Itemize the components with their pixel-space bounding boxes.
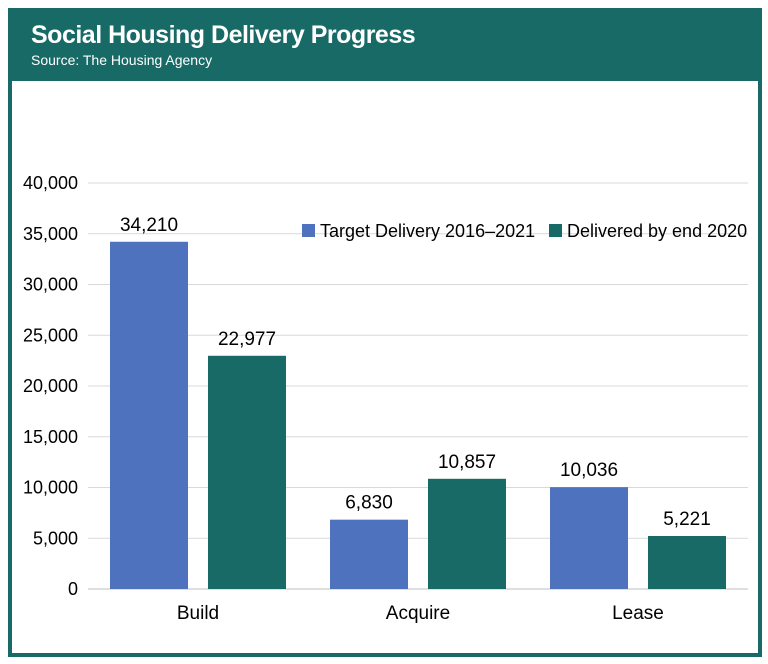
bar-target-acquire bbox=[330, 519, 408, 589]
y-tick-label: 15,000 bbox=[23, 427, 78, 447]
data-label: 34,210 bbox=[120, 215, 178, 236]
y-tick-label: 5,000 bbox=[33, 528, 78, 548]
bar-delivered-lease bbox=[648, 536, 726, 589]
x-category-label: Build bbox=[177, 603, 219, 624]
x-category-label: Lease bbox=[612, 603, 664, 624]
legend-label: Delivered by end 2020 bbox=[567, 221, 747, 241]
bar-delivered-build bbox=[208, 355, 286, 589]
legend-swatch bbox=[302, 224, 315, 237]
data-label: 10,036 bbox=[560, 460, 618, 481]
data-label: 5,221 bbox=[663, 509, 711, 530]
y-tick-label: 10,000 bbox=[23, 478, 78, 498]
y-tick-label: 40,000 bbox=[23, 173, 78, 193]
data-label: 22,977 bbox=[218, 329, 276, 350]
chart-title: Social Housing Delivery Progress bbox=[31, 21, 416, 49]
chart-header: Social Housing Delivery Progress Source:… bbox=[12, 12, 758, 81]
chart-source: Source: The Housing Agency bbox=[31, 52, 213, 68]
legend-swatch bbox=[549, 224, 562, 237]
bar-delivered-acquire bbox=[428, 478, 506, 589]
y-tick-label: 35,000 bbox=[23, 224, 78, 244]
y-tick-label: 0 bbox=[68, 579, 78, 599]
y-tick-label: 30,000 bbox=[23, 275, 78, 295]
legend-label: Target Delivery 2016–2021 bbox=[320, 221, 535, 241]
bar-target-lease bbox=[550, 487, 628, 589]
y-tick-label: 25,000 bbox=[23, 325, 78, 345]
y-tick-label: 20,000 bbox=[23, 376, 78, 396]
bar-target-build bbox=[110, 241, 188, 589]
x-category-label: Acquire bbox=[386, 603, 450, 624]
data-label: 6,830 bbox=[345, 493, 393, 514]
data-label: 10,857 bbox=[438, 452, 496, 473]
